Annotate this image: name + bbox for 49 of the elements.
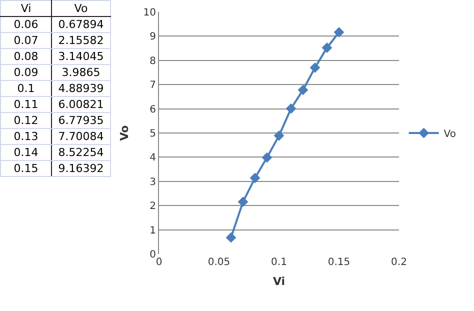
- data-label: 8.52254: [52, 144, 110, 160]
- y-tick-label: 0.06: [0, 16, 52, 32]
- x-tick-label: 0.2: [391, 257, 407, 268]
- y-tick-label: 10: [143, 8, 156, 18]
- y-tick-label: 6: [150, 104, 156, 116]
- data-label: 3.14045: [52, 48, 110, 64]
- y-tick-label: 5: [150, 128, 156, 140]
- data-label: 2.15582: [52, 32, 110, 48]
- point: [310, 62, 320, 73]
- y-tick-label: 8: [150, 56, 156, 67]
- x-tick-label: 0.05: [208, 257, 230, 268]
- y-tick-label: 0.14: [0, 144, 52, 160]
- y-tick-label: 1: [150, 225, 156, 236]
- x-tick-label: 0.1: [271, 257, 287, 268]
- point: [238, 196, 248, 208]
- point: [274, 130, 284, 141]
- data-label: 4.88939: [52, 80, 110, 96]
- y-tick-label: 0.1: [0, 80, 52, 96]
- y-tick-label: 4: [150, 152, 156, 164]
- y-tick-label: 0: [150, 250, 156, 260]
- point: [286, 103, 296, 114]
- y-tick-label: 0.11: [0, 96, 52, 112]
- x-tick-label: 0.15: [328, 257, 350, 268]
- y-tick-label: 0.15: [0, 160, 52, 176]
- y-tick-label: 3: [150, 176, 156, 188]
- point: [262, 152, 272, 163]
- y-tick-label: 0.12: [0, 112, 52, 128]
- legend-label: Vo: [444, 128, 456, 140]
- data-label: 7.70084: [52, 128, 110, 144]
- data-label: 3.9865: [52, 64, 110, 80]
- point: [322, 42, 332, 53]
- x-axis-title: Vi: [272, 275, 286, 288]
- y-tick-label: 9: [150, 32, 156, 43]
- data-label: 9.16392: [52, 160, 110, 176]
- y-tick-label: 0.09: [0, 64, 52, 80]
- point: [250, 172, 260, 184]
- y-tick-label: 7: [150, 80, 156, 92]
- data-label: 6.77935: [52, 112, 110, 128]
- y-axis-title: Vo: [118, 124, 131, 141]
- point: [334, 27, 344, 38]
- y-tick-label: 0.07: [0, 32, 52, 48]
- y-tick-label: 0.13: [0, 128, 52, 144]
- y-tick-label: 0.08: [0, 48, 52, 64]
- data-label: 6.00821: [52, 96, 110, 112]
- point: [298, 84, 308, 96]
- y-tick-label: 2: [150, 201, 156, 212]
- point: [226, 232, 236, 243]
- y-axis-title: Vi: [0, 0, 52, 16]
- data-label: 0.67894: [52, 16, 110, 32]
